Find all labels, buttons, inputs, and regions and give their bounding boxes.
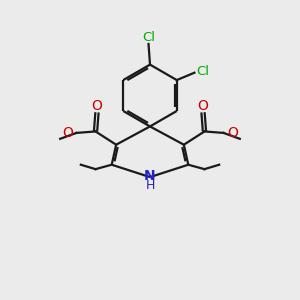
- Text: O: O: [227, 126, 238, 140]
- Text: O: O: [92, 99, 102, 113]
- Text: H: H: [145, 179, 155, 192]
- Text: N: N: [144, 169, 156, 183]
- Text: O: O: [62, 126, 73, 140]
- Text: O: O: [198, 99, 208, 113]
- Text: Cl: Cl: [142, 31, 155, 44]
- Text: Cl: Cl: [196, 65, 209, 78]
